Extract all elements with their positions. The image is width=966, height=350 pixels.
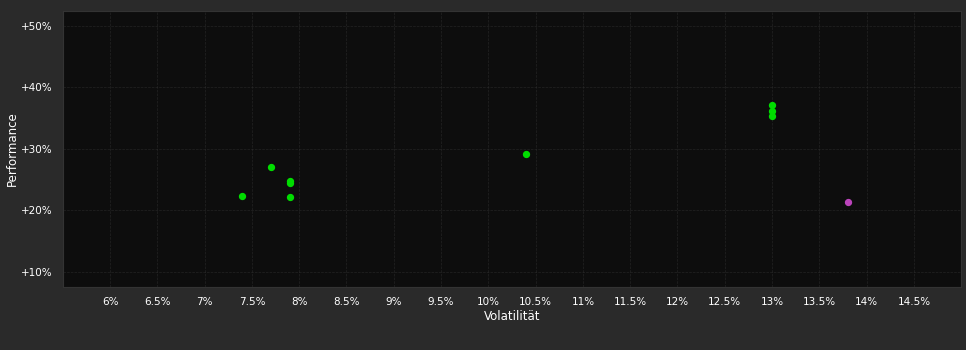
Point [764,102,780,107]
Point [764,113,780,118]
Point [282,195,298,200]
Point [764,108,780,113]
Point [235,193,250,199]
Point [519,152,534,157]
Y-axis label: Performance: Performance [6,111,18,186]
X-axis label: Volatilität: Volatilität [484,309,540,322]
Point [840,199,856,205]
Point [282,178,298,183]
Point [263,164,278,170]
Point [282,180,298,186]
